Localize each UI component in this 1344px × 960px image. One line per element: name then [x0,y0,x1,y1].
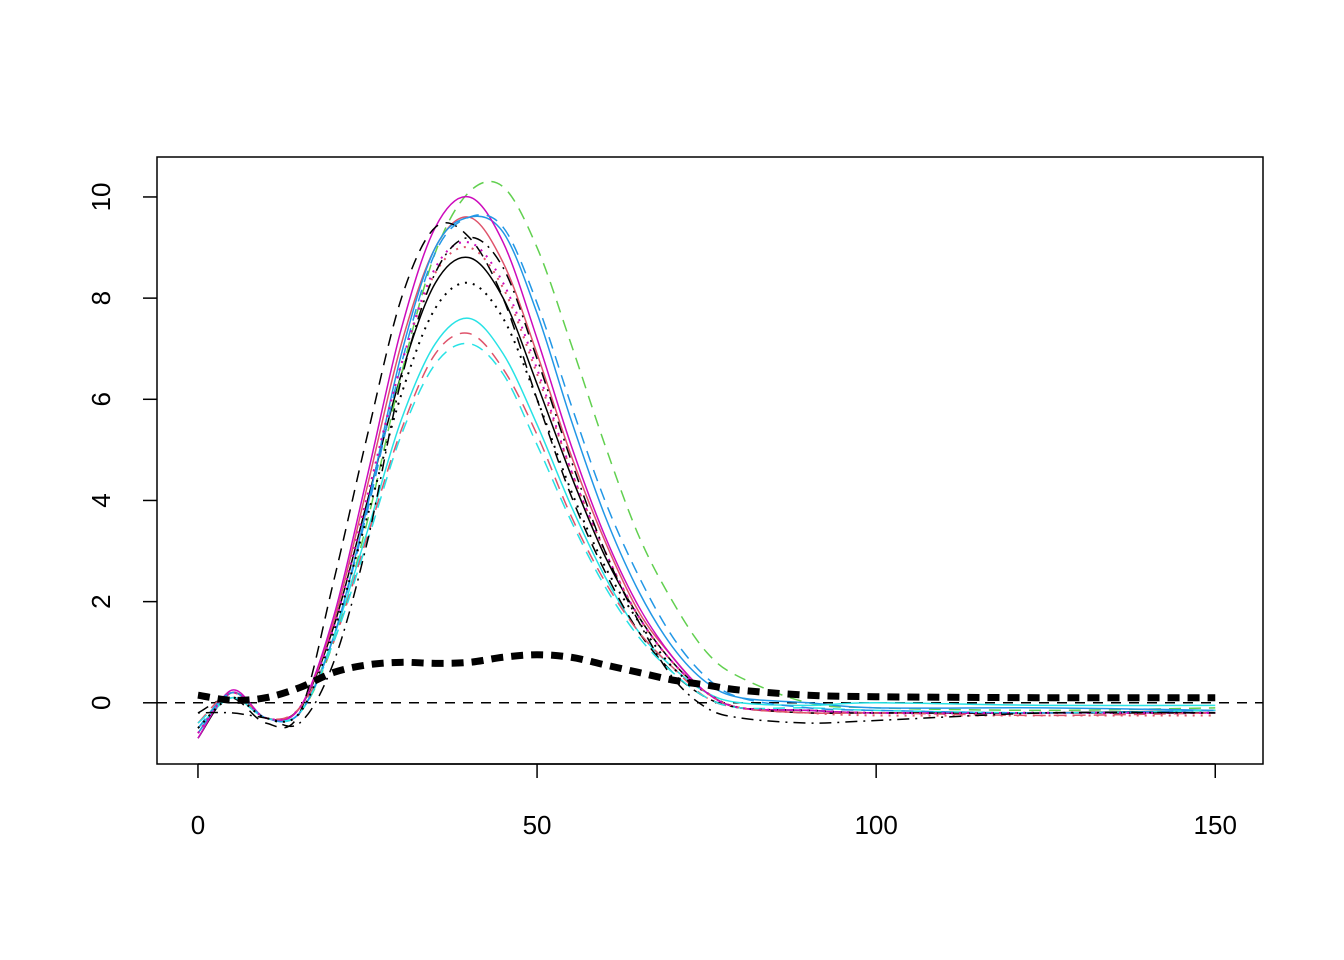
y-tick-label: 2 [86,594,116,608]
data-line [197,222,1216,729]
data-line [197,651,1216,704]
plot-frame [156,156,1264,765]
data-line [197,215,1216,734]
data-line [197,342,1216,724]
y-tick-label: 4 [86,493,116,507]
data-line [197,246,1216,734]
y-tick-label: 8 [86,291,116,305]
data-line [197,236,1216,728]
y-tick-label: 0 [86,696,116,710]
x-tick-label: 150 [1194,810,1237,840]
data-line [197,281,1216,729]
data-line [197,256,1216,739]
data-line [197,332,1216,724]
x-tick-label: 100 [854,810,897,840]
data-line [197,241,1216,734]
x-tick-label: 0 [191,810,205,840]
data-line [197,216,1216,734]
data-line [197,317,1216,729]
data-line [197,214,1216,729]
data-line [197,180,1216,729]
data-line [197,195,1216,739]
y-tick-label: 6 [86,392,116,406]
y-tick-label: 10 [86,182,116,211]
x-tick-label: 50 [523,810,552,840]
